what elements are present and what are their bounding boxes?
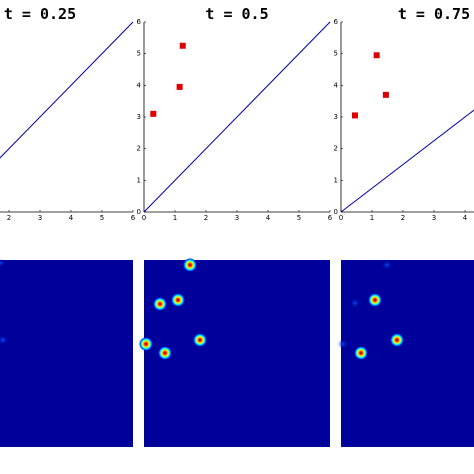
x-tick-label: 4 <box>463 214 468 222</box>
blob <box>171 293 185 307</box>
blob <box>354 346 368 360</box>
x-tick-label: 3 <box>38 214 42 222</box>
x-tick-label: 0 <box>142 214 146 222</box>
x-tick-label: 3 <box>235 214 239 222</box>
line <box>0 21 134 159</box>
heatmap <box>144 260 330 447</box>
line <box>340 109 474 213</box>
y-tick-label: 5 <box>334 50 338 58</box>
y-tick-label: 2 <box>334 145 338 153</box>
y-tick-label: 0 <box>334 208 338 216</box>
x-tick-label: 5 <box>100 214 104 222</box>
point <box>373 52 380 59</box>
x-tick-label: 4 <box>266 214 271 222</box>
chart-title: t = 0.5 <box>205 5 268 23</box>
y-tick-label: 3 <box>334 113 338 121</box>
x-tick-label: 4 <box>69 214 74 222</box>
x-tick-label: 0 <box>339 214 343 222</box>
heatmap <box>0 260 133 447</box>
point <box>382 91 389 98</box>
y-tick-label: 1 <box>137 176 141 184</box>
chart-title: t = 0.25 <box>4 5 76 23</box>
x-tick-label: 2 <box>204 214 208 222</box>
blob <box>158 346 172 360</box>
y-tick-label: 6 <box>137 18 142 26</box>
x-tick-label: 1 <box>173 214 177 222</box>
blob <box>153 297 167 311</box>
blob <box>0 335 8 345</box>
line <box>143 21 331 213</box>
blob <box>368 293 382 307</box>
point <box>150 110 157 117</box>
blob <box>390 333 404 347</box>
x-tick-label: 2 <box>7 214 11 222</box>
point <box>351 112 358 119</box>
x-tick-label: 5 <box>297 214 301 222</box>
chart-title: t = 0.75 <box>398 5 470 23</box>
x-tick-label: 6 <box>328 214 333 222</box>
x-tick-label: 2 <box>401 214 405 222</box>
point <box>176 83 183 90</box>
y-tick-label: 4 <box>334 81 339 89</box>
y-tick-label: 3 <box>137 113 141 121</box>
y-tick-label: 1 <box>334 176 338 184</box>
blob <box>139 337 153 351</box>
heatmaps <box>0 258 474 447</box>
y-tick-label: 2 <box>137 145 141 153</box>
blob <box>382 260 392 270</box>
y-tick-label: 4 <box>137 81 142 89</box>
blob <box>350 298 360 308</box>
blob <box>0 259 5 267</box>
blob <box>183 258 197 272</box>
x-tick-label: 1 <box>370 214 374 222</box>
y-tick-label: 0 <box>137 208 141 216</box>
x-tick-label: 3 <box>432 214 436 222</box>
blob <box>193 333 207 347</box>
y-tick-label: 6 <box>334 18 339 26</box>
blob <box>338 339 348 349</box>
point <box>179 42 186 49</box>
x-tick-label: 6 <box>131 214 136 222</box>
y-tick-label: 5 <box>137 50 141 58</box>
